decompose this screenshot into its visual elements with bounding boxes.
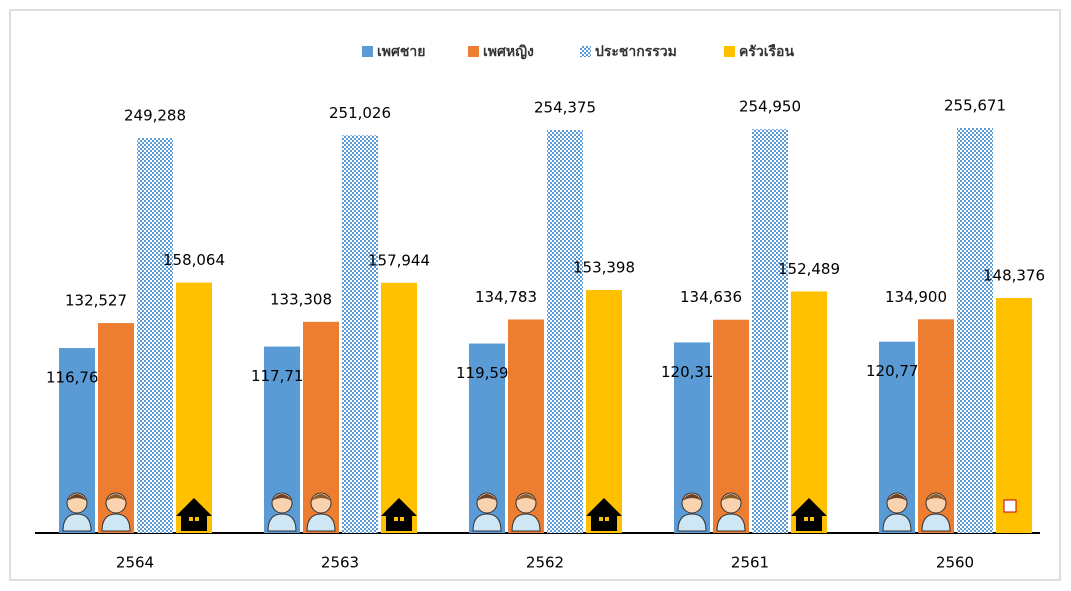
legend-swatch [362, 46, 373, 57]
value-label: 153,398 [573, 259, 635, 277]
value-label: 251,026 [329, 104, 391, 122]
broken-image-icon [1004, 500, 1016, 512]
bar [137, 138, 173, 533]
chart: เพศชายเพศหญิงประชากรรวมครัวเรือน2564116,… [0, 0, 1071, 591]
value-label: 158,064 [163, 251, 225, 269]
house-window [400, 517, 404, 521]
bar [342, 135, 378, 533]
x-tick-label: 2560 [936, 554, 974, 572]
house-window [605, 517, 609, 521]
value-label: 254,375 [534, 99, 596, 117]
value-label: 152,489 [778, 260, 840, 278]
legend-swatch [724, 46, 735, 57]
x-tick-label: 2561 [731, 554, 769, 572]
bar [176, 283, 212, 533]
value-label: 133,308 [270, 290, 332, 308]
bar [547, 130, 583, 533]
value-label: 134,783 [475, 288, 537, 306]
bar [791, 291, 827, 533]
value-label: 132,527 [65, 292, 127, 310]
bar [957, 128, 993, 533]
bar [586, 290, 622, 533]
house-window [189, 517, 193, 521]
house-window [804, 517, 808, 521]
house-window [394, 517, 398, 521]
legend-label: ประชากรรวม [595, 44, 677, 60]
house-window [810, 517, 814, 521]
value-label: 148,376 [983, 266, 1045, 284]
value-label: 254,950 [739, 98, 801, 116]
value-label: 134,900 [885, 288, 947, 306]
x-tick-label: 2563 [321, 554, 359, 572]
legend-swatch [580, 46, 591, 57]
value-label: 134,636 [680, 288, 742, 306]
house-window [599, 517, 603, 521]
house-window [195, 517, 199, 521]
legend-label: เพศชาย [377, 44, 425, 60]
bar [996, 298, 1032, 533]
bar [752, 129, 788, 533]
value-label: 157,944 [368, 251, 430, 269]
x-tick-label: 2562 [526, 554, 564, 572]
bar [381, 283, 417, 533]
legend-swatch [468, 46, 479, 57]
legend-label: ครัวเรือน [739, 44, 794, 60]
legend-label: เพศหญิง [483, 44, 534, 60]
value-label: 249,288 [124, 107, 186, 125]
x-tick-label: 2564 [116, 554, 154, 572]
value-label: 255,671 [944, 97, 1006, 115]
